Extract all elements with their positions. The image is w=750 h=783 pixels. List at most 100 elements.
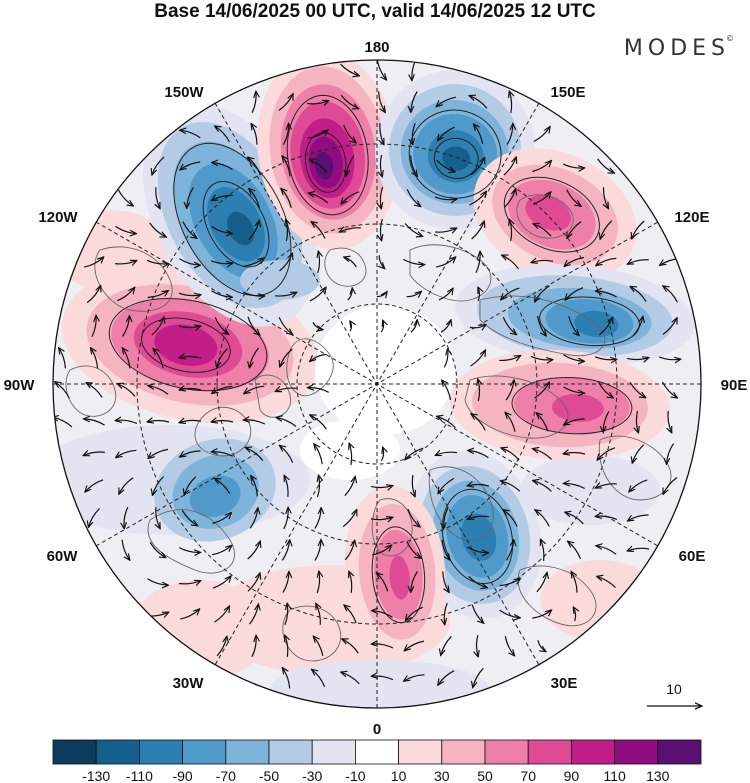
wind-vector [436, 96, 457, 107]
map-border [52, 59, 702, 709]
wind-vector [212, 385, 233, 393]
wind-vector [212, 576, 231, 589]
wind-vector [148, 448, 169, 458]
wind-vector [473, 124, 484, 145]
wind-vector [406, 541, 421, 559]
wind-vector [215, 126, 231, 143]
wind-vector [663, 286, 678, 303]
wind-vector [147, 291, 169, 299]
wind-vector [410, 155, 418, 177]
reference-vector-label: 10 [666, 681, 682, 697]
wind-vector [151, 317, 164, 336]
wind-vector [667, 443, 674, 465]
wind-vector [316, 603, 321, 625]
wind-vector [596, 257, 617, 265]
wind-vector [467, 546, 488, 553]
wind-vector [504, 635, 514, 656]
wind-vector [668, 411, 672, 433]
wind-vector [568, 541, 582, 560]
wind-vector [217, 347, 228, 367]
wind-vectors [53, 60, 681, 689]
wind-vector [478, 379, 480, 402]
wind-vector [436, 257, 456, 268]
wind-vector [443, 349, 448, 368]
colorbar-tick-label: 10 [391, 768, 407, 783]
wind-vector [469, 96, 488, 109]
colorbar-swatch [268, 739, 313, 765]
wind-vector [184, 476, 197, 496]
wind-vector [370, 486, 393, 488]
colorbar-swatch [571, 739, 616, 765]
wind-vector [179, 356, 202, 358]
colorbar-tick-label: -70 [216, 768, 236, 783]
wind-vector [179, 258, 201, 265]
wind-vector [371, 644, 394, 649]
wind-vector [536, 572, 547, 593]
wind-vector [282, 123, 288, 145]
lon-label-90w: 90W [4, 377, 36, 394]
wind-vector [211, 195, 233, 200]
wind-vector [632, 316, 643, 337]
wind-vector [506, 123, 513, 145]
wind-vector [119, 477, 134, 495]
colorbar-tick-label: -10 [345, 768, 365, 783]
wind-vector [284, 475, 288, 497]
wind-vector [597, 447, 616, 461]
colorbar-swatch [52, 739, 97, 765]
colorbar-swatch [182, 739, 227, 765]
wind-vector [115, 420, 138, 424]
wind-vector [404, 674, 425, 681]
anomaly-field [53, 60, 695, 708]
wind-vector [342, 509, 357, 528]
wind-vector [152, 476, 165, 496]
wind-vector [499, 609, 521, 618]
wind-vector [340, 94, 359, 108]
wind-vector [282, 668, 291, 689]
wind-vector [503, 157, 516, 176]
light-pink-band-lower-right [540, 560, 660, 640]
wind-vector [248, 157, 261, 176]
wind-vector [340, 63, 360, 76]
brand-text: MODES [623, 36, 730, 61]
wind-vector [59, 348, 66, 369]
wind-vector [658, 356, 681, 360]
wind-vector [247, 541, 261, 560]
wind-vector [478, 287, 480, 302]
wind-vector [505, 412, 516, 432]
wind-vector [116, 449, 137, 457]
wind-vector [595, 516, 618, 521]
wind-vector [636, 410, 638, 433]
wind-vector [500, 481, 521, 492]
wind-vector [156, 187, 160, 209]
wind-vector [499, 356, 520, 361]
colorbar-tick-label: -90 [172, 768, 192, 783]
wind-vector [372, 611, 393, 618]
positive-10e [344, 485, 446, 655]
colorbar-tick-label: 70 [520, 768, 536, 783]
lon-label-0: 0 [373, 721, 381, 738]
wind-vector [214, 606, 230, 623]
colorbar-tick-label: 30 [434, 768, 450, 783]
wind-vector [531, 260, 554, 262]
wind-vector [563, 386, 584, 393]
wind-vector [181, 509, 198, 526]
wind-vector [216, 636, 227, 657]
wind-vector [627, 514, 649, 521]
wind-vector [502, 255, 519, 270]
wind-vector [597, 381, 614, 398]
wind-vector [470, 157, 484, 176]
wind-vector [403, 258, 424, 264]
wind-vector [434, 196, 457, 200]
wind-vector [533, 481, 552, 492]
colorbar-tick-label: -30 [302, 768, 322, 783]
wind-vector [153, 348, 164, 368]
wind-vector [282, 156, 291, 177]
wind-vector [318, 251, 320, 274]
wind-vector [535, 510, 550, 527]
wind-vector [441, 635, 452, 655]
wind-vector [468, 575, 488, 587]
wind-vector [309, 287, 326, 302]
wind-vector [282, 571, 289, 593]
wind-vector [411, 91, 418, 113]
wind-vector [244, 385, 265, 394]
